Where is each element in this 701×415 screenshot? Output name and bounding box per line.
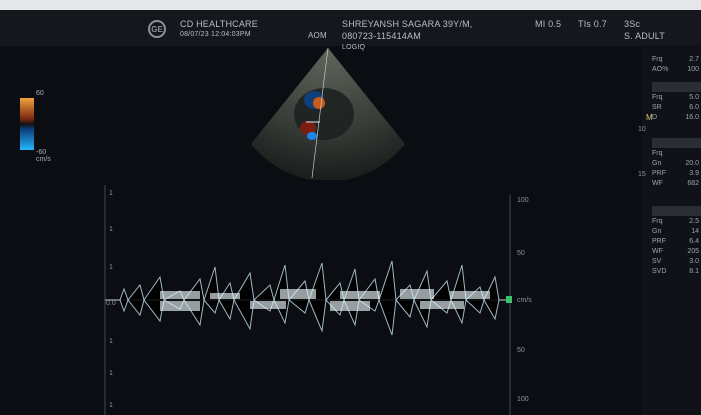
header-bar: [0, 10, 701, 46]
colorbar-top-value: 60: [36, 90, 44, 97]
scale-label-upper: 50: [517, 250, 525, 257]
param-row: SR 6.0: [652, 104, 699, 111]
parameter-panel: [642, 45, 701, 415]
probe-label: LOGIQ: [342, 44, 366, 51]
scale-unit: cm/s: [517, 297, 532, 304]
param-row: Gn 14: [652, 228, 699, 235]
exam-datetime: 08/07/23 12:04:03PM: [180, 31, 251, 38]
param-row: PRF 6.4: [652, 238, 699, 245]
doppler-spectrum: [100, 185, 530, 415]
depth-label-15: 15: [638, 171, 646, 178]
param-row: Frq: [652, 150, 663, 157]
operator-initials: AOM: [308, 31, 327, 40]
param-row: WF 682: [652, 180, 699, 187]
left-tick: 1: [109, 338, 113, 345]
param-row: PRF 3.9: [652, 170, 699, 177]
facility-name: CD HEALTHCARE: [180, 19, 258, 29]
param-row: Frq 2.7: [652, 56, 699, 63]
param-group-cf: Frq Gn 20.0 PRF 3.9 WF 682: [652, 138, 701, 190]
tis-value: TIs 0.7: [578, 19, 607, 29]
ge-logo-icon: GE: [148, 20, 166, 38]
param-group-color: Frq 5.0 SR 6.0 D 16.0: [652, 82, 701, 124]
frame-value: 3Sc: [624, 19, 641, 29]
colorbar-bottom-value: -60: [36, 149, 47, 156]
left-tick: 1: [109, 370, 113, 377]
param-row: AO% 100: [652, 66, 699, 73]
left-tick: 1: [109, 402, 113, 409]
param-row: SVD 8.1: [652, 268, 699, 275]
scale-label-top: 100: [517, 197, 529, 204]
param-row: Gn 20.0: [652, 160, 699, 167]
depth-label-10: 10: [638, 126, 646, 133]
colorbar-unit: cm/s: [36, 156, 51, 163]
m-marker: M: [646, 113, 653, 122]
left-tick: 1: [109, 190, 113, 197]
mi-value: MI 0.5: [535, 19, 562, 29]
param-group-2d: Frq 2.7 AO% 100: [652, 56, 701, 76]
param-group-pw: Frq 2.5 Gn 14 PRF 6.4 WF 205 SV 3.0 SVD 8.1: [652, 206, 701, 278]
param-row: SV 3.0: [652, 258, 699, 265]
study-id: 080723-115414AM: [342, 31, 421, 41]
left-zero-label: 0.0: [106, 300, 116, 307]
param-row: Frq 5.0: [652, 94, 699, 101]
top-border: [0, 0, 701, 10]
param-row: WF 205: [652, 248, 699, 255]
param-row: Frq 2.5: [652, 218, 699, 225]
scale-label-lower: 50: [517, 347, 525, 354]
preset-name: S. ADULT: [624, 31, 665, 41]
left-tick: 1: [109, 264, 113, 271]
scale-label-bottom: 100: [517, 396, 529, 403]
patient-name: SHREYANSH SAGARA 39Y/M,: [342, 19, 473, 29]
echo-sector-image: [251, 47, 405, 180]
param-row: D 16.0: [652, 114, 699, 121]
left-tick: 1: [109, 226, 113, 233]
color-velocity-bar: [20, 98, 34, 150]
